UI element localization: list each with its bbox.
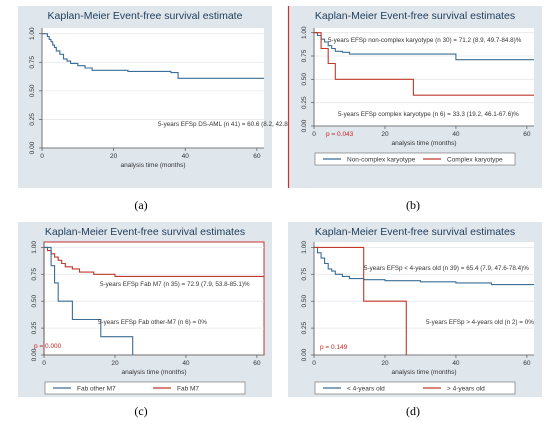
x-tick-label-b: 0 xyxy=(312,131,316,138)
x-tick-label-a: 40 xyxy=(182,153,190,160)
panel-label-d: (d) xyxy=(406,404,420,418)
annotation-c-2: 5-years EFSp Fab other-M7 (n 6) = 0% xyxy=(98,319,207,326)
km-chart-c: Kaplan-Meier Event-free survival estimat… xyxy=(18,222,272,397)
legend-label-d-2: > 4-years old xyxy=(447,385,485,392)
y-tick-label-b: 0.25 xyxy=(301,96,308,109)
annotation-b-2: 5-years EFSp complex karyotype (n 6) = 3… xyxy=(338,111,519,118)
legend-box-b xyxy=(314,152,516,166)
p-value-b: p = 0.043 xyxy=(326,131,354,138)
panel-c: Kaplan-Meier Event-free survival estimat… xyxy=(18,222,272,397)
legend-box-d xyxy=(314,381,516,395)
y-tick-label-d: 0.50 xyxy=(301,294,308,307)
km-curve-d-1 xyxy=(314,246,534,286)
y-tick-label-c: 0.00 xyxy=(31,348,38,361)
y-tick-label-a: 0.50 xyxy=(29,84,36,97)
x-tick-label-d: 40 xyxy=(452,360,460,367)
x-tick-label-d: 60 xyxy=(523,360,531,367)
x-axis-label-a: analysis time (months) xyxy=(120,162,185,169)
chart-title-a: Kaplan-Meier Event-free survival estimat… xyxy=(48,10,243,22)
y-tick-label-a: 0.00 xyxy=(29,141,36,154)
y-tick-label-c: 1.00 xyxy=(31,241,38,254)
y-tick-label-d: 0.25 xyxy=(301,321,308,334)
y-tick-label-b: 1.00 xyxy=(301,26,308,39)
chart-title-c: Kaplan-Meier Event-free survival estimat… xyxy=(45,226,245,238)
legend-label-c-2: Fab M7 xyxy=(177,385,199,392)
plot-area-a xyxy=(42,28,264,148)
y-tick-label-b: 0.75 xyxy=(301,49,308,62)
chart-title-d: Kaplan-Meier Event-free survival estimat… xyxy=(315,226,515,238)
x-tick-label-a: 60 xyxy=(253,153,261,160)
p-value-d: p = 0.149 xyxy=(320,344,348,351)
y-tick-label-d: 0.00 xyxy=(301,348,308,361)
x-tick-label-b: 60 xyxy=(523,131,531,138)
x-tick-label-a: 0 xyxy=(40,153,44,160)
chart-title-b: Kaplan-Meier Event-free survival estimat… xyxy=(315,10,515,22)
plot-area-c xyxy=(43,241,265,356)
panel-d: Kaplan-Meier Event-free survival estimat… xyxy=(288,222,542,397)
annotation-a-1: 5-years EFSp DS-AML (n 41) = 60.6 (8.2, … xyxy=(158,121,310,128)
km-curve-d-2 xyxy=(314,246,407,355)
plot-area-b xyxy=(314,28,534,126)
x-tick-label-c: 40 xyxy=(182,360,190,367)
km-chart-b: Kaplan-Meier Event-free survival estimat… xyxy=(287,6,542,188)
x-tick-label-c: 20 xyxy=(111,360,119,367)
plot-area-d xyxy=(314,242,534,355)
panel-label-c: (c) xyxy=(134,404,148,418)
panel-a: Kaplan-Meier Event-free survival estimat… xyxy=(18,6,310,188)
panel-label-b: (b) xyxy=(406,198,420,212)
legend-label-b-1: Non-complex karyotype xyxy=(347,156,416,163)
legend-box-c xyxy=(44,381,246,395)
y-tick-label-c: 0.75 xyxy=(31,268,38,281)
x-tick-label-b: 40 xyxy=(452,131,460,138)
y-tick-label-d: 0.75 xyxy=(301,268,308,281)
annotation-d-1: 5-years EFSp < 4-years old (n 39) = 65.4… xyxy=(364,265,529,272)
legend-label-d-1: < 4-years old xyxy=(347,385,385,392)
km-curve-b-2 xyxy=(314,32,534,96)
km-chart-d: Kaplan-Meier Event-free survival estimat… xyxy=(288,222,542,397)
x-tick-label-b: 20 xyxy=(381,131,389,138)
x-tick-label-d: 0 xyxy=(312,360,316,367)
km-curve-c-2 xyxy=(44,246,134,355)
km-chart-a: Kaplan-Meier Event-free survival estimat… xyxy=(18,6,310,188)
annotation-d-2: 5-years EFSp > 4-years old (n 2) = 0% xyxy=(426,319,534,326)
panel-label-a: (a) xyxy=(134,198,148,212)
y-tick-label-c: 0.25 xyxy=(31,321,38,334)
y-tick-label-b: 0.00 xyxy=(301,119,308,132)
y-tick-label-a: 0.75 xyxy=(29,56,36,69)
km-curve-a-1 xyxy=(42,33,264,79)
y-tick-label-a: 1.00 xyxy=(29,27,36,40)
x-tick-label-c: 0 xyxy=(42,360,46,367)
annotation-c-1: 5-years EFSp Fab M7 (n 35) = 72.9 (7.9, … xyxy=(100,281,250,288)
y-tick-label-a: 0.25 xyxy=(29,113,36,126)
x-axis-label-b: analysis time (months) xyxy=(391,140,456,147)
x-tick-label-d: 20 xyxy=(381,360,389,367)
x-axis-label-c: analysis time (months) xyxy=(121,369,186,376)
legend-label-c-1: Fab other M7 xyxy=(77,385,116,392)
y-tick-label-c: 0.50 xyxy=(31,294,38,307)
annotation-b-1: 5-years EFSp non-complex karyotype (n 30… xyxy=(328,37,522,44)
y-tick-label-d: 1.00 xyxy=(301,241,308,254)
y-tick-label-b: 0.50 xyxy=(301,73,308,86)
legend-label-b-2: Complex karyotype xyxy=(447,156,503,163)
x-tick-label-a: 20 xyxy=(110,153,118,160)
panel-b: Kaplan-Meier Event-free survival estimat… xyxy=(287,6,542,188)
x-tick-label-c: 60 xyxy=(253,360,261,367)
p-value-c: p = 0.000 xyxy=(34,343,62,350)
x-axis-label-d: analysis time (months) xyxy=(391,369,456,376)
